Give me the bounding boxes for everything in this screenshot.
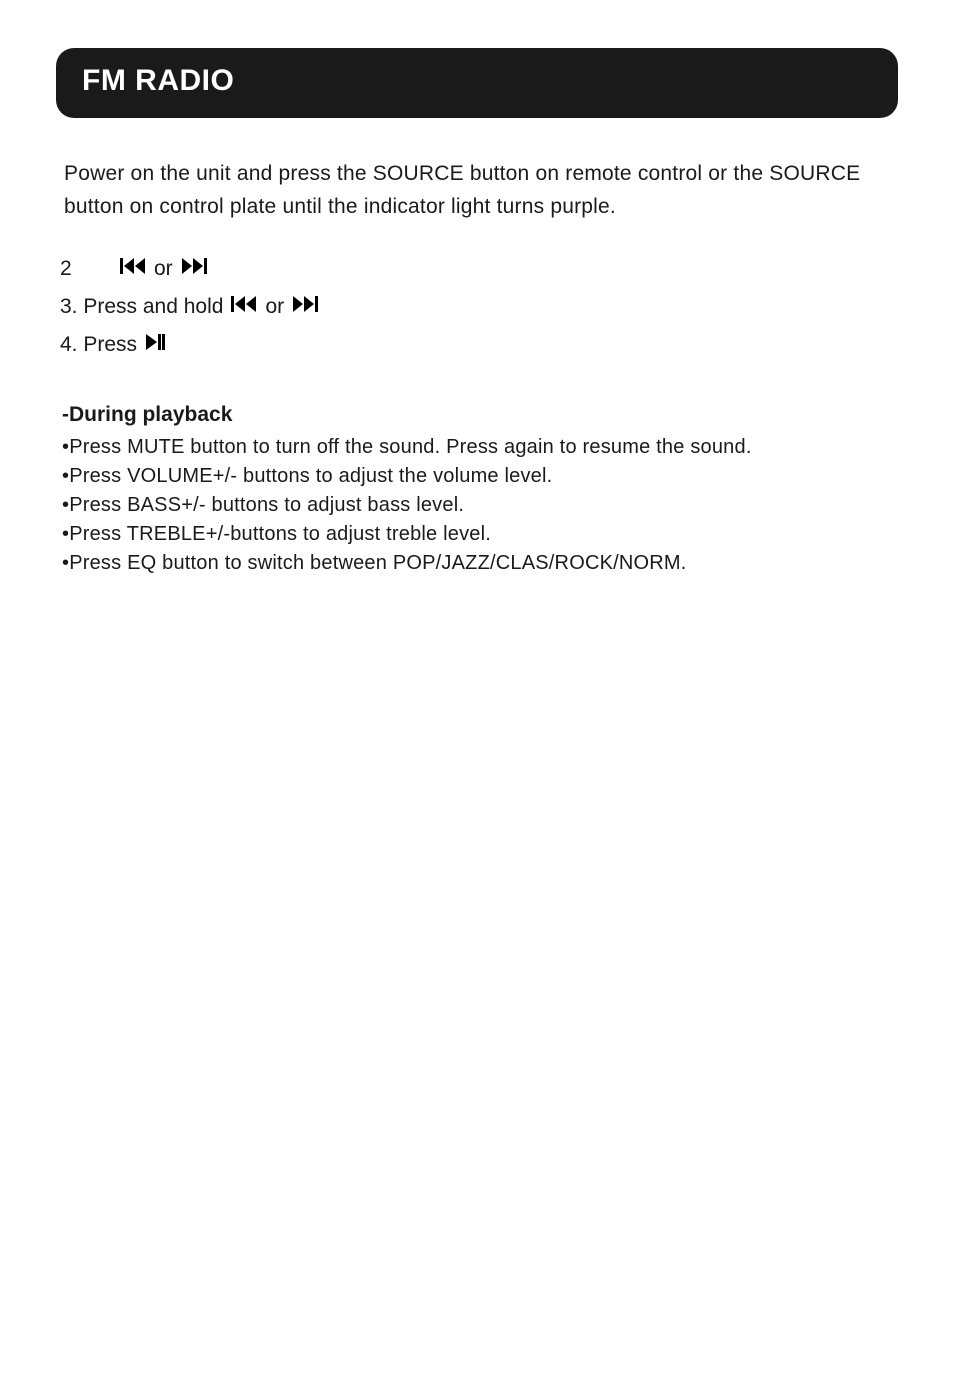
step-number: 2: [60, 258, 112, 279]
skip-next-icon: [292, 295, 318, 317]
steps-list: 2 or 3. Press and hold or 4. Press: [56, 257, 898, 355]
skip-prev-icon: [120, 257, 146, 279]
step-3: 3. Press and hold or: [60, 295, 898, 317]
intro-paragraph: Power on the unit and press the SOURCE b…: [56, 158, 898, 223]
step-text: 3. Press and hold: [60, 296, 223, 317]
skip-next-icon: [181, 257, 207, 279]
step-text: 4. Press: [60, 334, 137, 355]
section-banner: FM RADIO: [56, 48, 898, 118]
playback-item: •Press MUTE button to turn off the sound…: [62, 433, 898, 462]
playback-item: •Press EQ button to switch between POP/J…: [62, 549, 898, 578]
playback-section: -During playback •Press MUTE button to t…: [56, 403, 898, 578]
step-4: 4. Press: [60, 333, 898, 355]
step-or-text: or: [154, 258, 173, 279]
playback-item: •Press VOLUME+/- buttons to adjust the v…: [62, 462, 898, 491]
play-pause-icon: [145, 333, 165, 355]
skip-prev-icon: [231, 295, 257, 317]
step-or-text: or: [265, 296, 284, 317]
playback-item: •Press BASS+/- buttons to adjust bass le…: [62, 491, 898, 520]
section-title: FM RADIO: [82, 64, 872, 98]
page: FM RADIO Power on the unit and press the…: [0, 0, 954, 634]
playback-item: •Press TREBLE+/-buttons to adjust treble…: [62, 520, 898, 549]
playback-heading: -During playback: [62, 403, 898, 427]
step-2: 2 or: [60, 257, 898, 279]
